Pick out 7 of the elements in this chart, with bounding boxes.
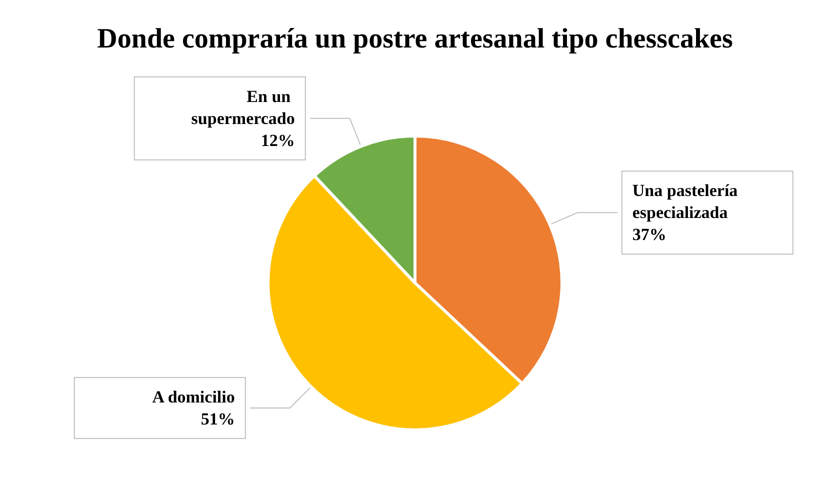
- data-label: 37%: [632, 225, 666, 244]
- slice-label: A domicilio: [152, 388, 235, 407]
- data-label: 51%: [200, 410, 235, 429]
- slice-label: Una pastelería especializada: [632, 181, 742, 222]
- slice-label: En un supermercado: [191, 86, 295, 128]
- chart-title: Donde compraría un postre artesanal tipo chesscakes: [97, 24, 733, 54]
- data-label: 12%: [260, 130, 295, 150]
